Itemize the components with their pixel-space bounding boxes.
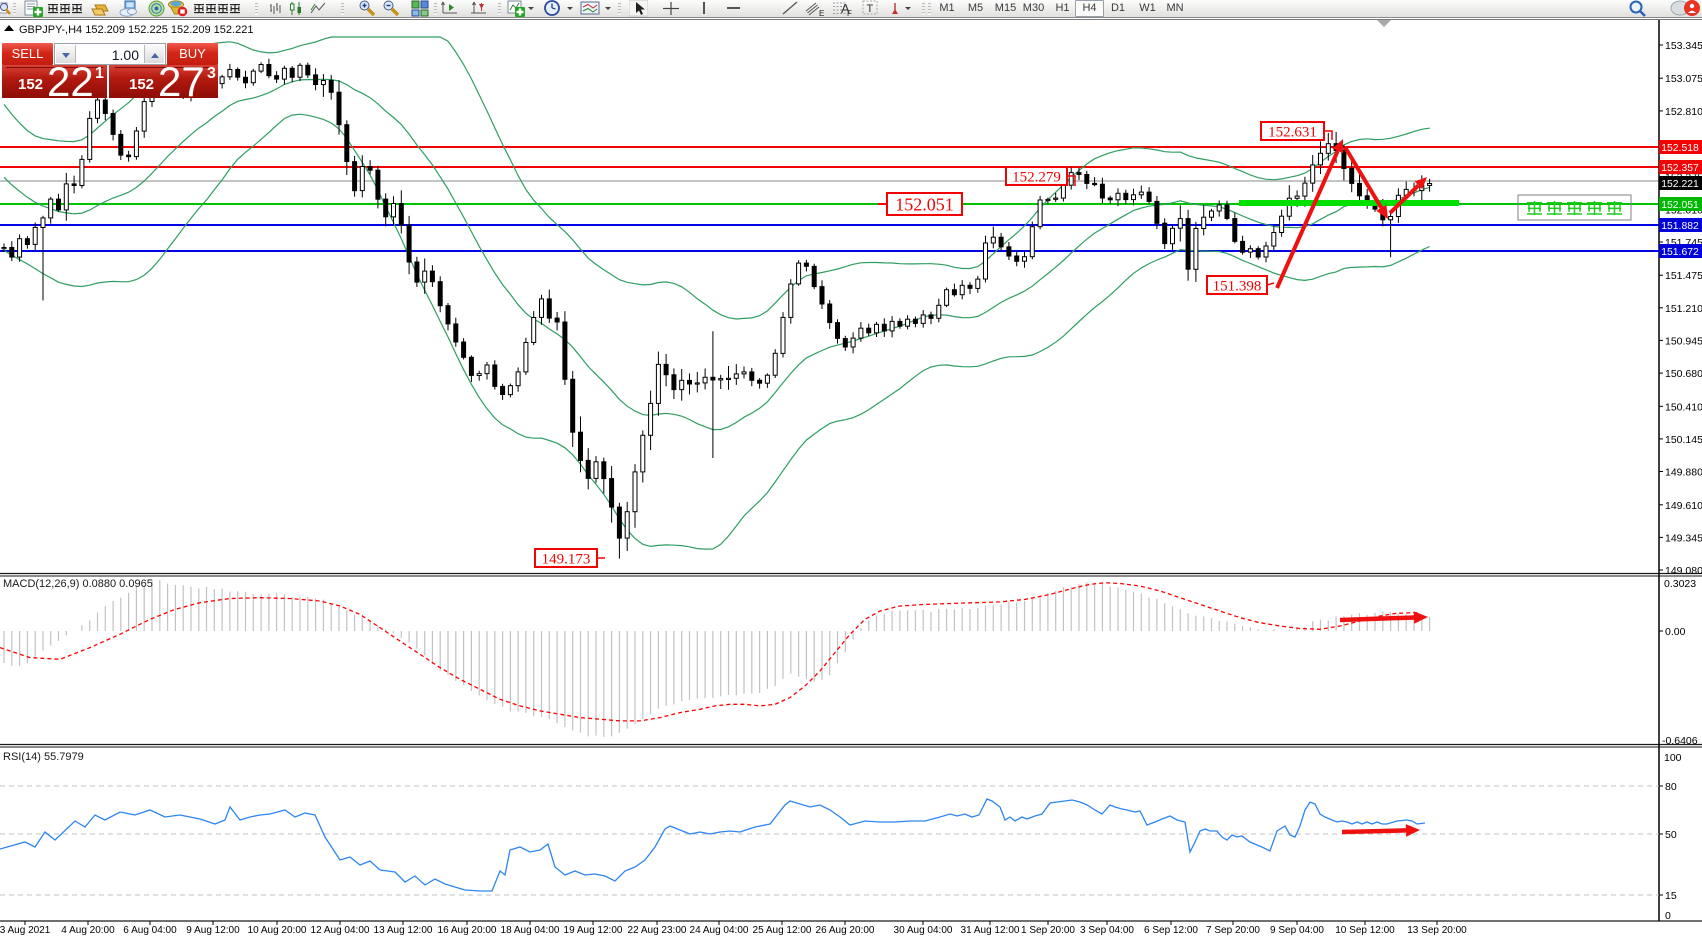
svg-text:24 Aug 04:00: 24 Aug 04:00	[690, 925, 749, 936]
svg-text:151.882: 151.882	[1661, 221, 1699, 232]
svg-text:150.410: 150.410	[1665, 401, 1702, 413]
svg-text:153.345: 153.345	[1665, 40, 1702, 52]
svg-text:152.518: 152.518	[1661, 143, 1699, 154]
svg-text:-0.6406: -0.6406	[1662, 735, 1698, 747]
svg-text:0.3023: 0.3023	[1664, 578, 1696, 590]
svg-text:12 Aug 04:00: 12 Aug 04:00	[311, 925, 370, 936]
svg-text:GBPJPY-,H4 152.209 152.225 15: GBPJPY-,H4 152.209 152.225 152.209 152.2…	[19, 24, 253, 36]
svg-text:4 Aug 20:00: 4 Aug 20:00	[61, 925, 115, 936]
svg-text:13 Sep 20:00: 13 Sep 20:00	[1407, 925, 1467, 936]
svg-text:152.221: 152.221	[1661, 179, 1699, 190]
svg-text:150.145: 150.145	[1665, 434, 1702, 446]
svg-text:7 Sep 20:00: 7 Sep 20:00	[1206, 925, 1260, 936]
svg-text:10 Sep 12:00: 10 Sep 12:00	[1335, 925, 1395, 936]
svg-text:13 Aug 12:00: 13 Aug 12:00	[374, 925, 433, 936]
svg-text:0.00: 0.00	[1665, 626, 1686, 638]
svg-text:149.880: 149.880	[1665, 467, 1702, 479]
svg-text:151.210: 151.210	[1665, 303, 1702, 315]
svg-text:18 Aug 04:00: 18 Aug 04:00	[501, 925, 560, 936]
svg-text:19 Aug 12:00: 19 Aug 12:00	[564, 925, 623, 936]
svg-text:153.075: 153.075	[1665, 73, 1702, 85]
svg-text:6 Sep 12:00: 6 Sep 12:00	[1144, 925, 1198, 936]
svg-text:10 Aug 20:00: 10 Aug 20:00	[248, 925, 307, 936]
svg-text:T: T	[867, 3, 874, 15]
svg-text:80: 80	[1665, 781, 1677, 793]
svg-text:151.475: 151.475	[1665, 270, 1702, 282]
svg-text:F: F	[847, 9, 852, 17]
svg-text:16 Aug 20:00: 16 Aug 20:00	[438, 925, 497, 936]
svg-text:152.279: 152.279	[1012, 169, 1061, 185]
svg-text:MACD(12,26,9) 0.0880 0.0965: MACD(12,26,9) 0.0880 0.0965	[3, 578, 153, 590]
svg-text:1 Sep 20:00: 1 Sep 20:00	[1021, 925, 1075, 936]
svg-text:E: E	[819, 9, 824, 17]
svg-text:15: 15	[1665, 890, 1677, 902]
svg-text:0: 0	[1665, 910, 1671, 922]
svg-text:149.080: 149.080	[1665, 565, 1702, 577]
svg-text:152.810: 152.810	[1665, 106, 1702, 118]
svg-text:RSI(14) 55.7979: RSI(14) 55.7979	[3, 751, 84, 763]
svg-text:149.173: 149.173	[542, 551, 591, 567]
svg-text:149.610: 149.610	[1665, 500, 1702, 512]
svg-text:149.345: 149.345	[1665, 532, 1702, 544]
svg-text:22 Aug 23:00: 22 Aug 23:00	[628, 925, 687, 936]
svg-text:31 Aug 12:00: 31 Aug 12:00	[961, 925, 1020, 936]
svg-text:9 Sep 04:00: 9 Sep 04:00	[1270, 925, 1324, 936]
svg-text:100: 100	[1664, 752, 1682, 764]
svg-text:150.945: 150.945	[1665, 335, 1702, 347]
svg-text:50: 50	[1665, 829, 1677, 841]
svg-text:152.357: 152.357	[1661, 163, 1699, 174]
svg-text:151.672: 151.672	[1661, 247, 1699, 258]
svg-text:9 Aug 12:00: 9 Aug 12:00	[186, 925, 240, 936]
svg-text:151.398: 151.398	[1213, 278, 1262, 294]
svg-text:150.680: 150.680	[1665, 368, 1702, 380]
svg-text:152.051: 152.051	[895, 194, 954, 214]
svg-text:6 Aug 04:00: 6 Aug 04:00	[123, 925, 177, 936]
svg-text:152.631: 152.631	[1268, 124, 1317, 140]
svg-text:26 Aug 20:00: 26 Aug 20:00	[816, 925, 875, 936]
svg-text:25 Aug 12:00: 25 Aug 12:00	[753, 925, 812, 936]
svg-text:3 Aug 2021: 3 Aug 2021	[0, 925, 51, 936]
svg-text:152.051: 152.051	[1661, 200, 1699, 211]
svg-text:3 Sep 04:00: 3 Sep 04:00	[1080, 925, 1134, 936]
svg-text:30 Aug 04:00: 30 Aug 04:00	[894, 925, 953, 936]
